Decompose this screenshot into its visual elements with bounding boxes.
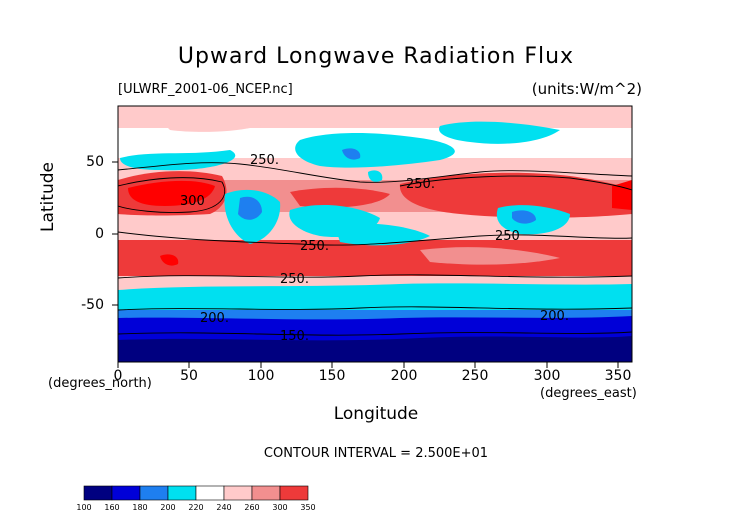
x-axis-title: Longitude xyxy=(333,404,419,424)
contour-label: 250 xyxy=(495,229,520,244)
colorbar-label: 350 xyxy=(300,503,316,512)
colorbar-swatch xyxy=(251,485,281,501)
contour-300-north xyxy=(118,177,226,213)
x-tick-label: 250 xyxy=(461,368,489,384)
colorbar-label: 180 xyxy=(132,503,148,512)
colorbar-label: 200 xyxy=(160,503,176,512)
contour-asia xyxy=(399,175,632,191)
colorbar-label: 220 xyxy=(188,503,204,512)
colorbar-label: 300 xyxy=(272,503,288,512)
colorbar-swatch xyxy=(83,485,113,501)
colorbar-label: 160 xyxy=(104,503,120,512)
y-tick-label: -50 xyxy=(81,297,104,313)
colorbar-label: 100 xyxy=(76,503,92,512)
y-axis-title: Latitude xyxy=(38,162,58,232)
colorbar-swatch xyxy=(223,485,253,501)
contour-label: 300 xyxy=(180,194,205,209)
y-axis-unit: (degrees_north) xyxy=(48,376,152,391)
contour-250-equator xyxy=(118,231,632,246)
contour-label: 250. xyxy=(300,239,329,254)
y-tick-label: 50 xyxy=(86,154,104,170)
colorbar-label: 240 xyxy=(216,503,232,512)
colorbar xyxy=(83,485,309,501)
colorbar-swatch xyxy=(279,485,309,501)
patch-convection-america-core xyxy=(512,210,536,224)
chart-title: Upward Longwave Radiation Flux xyxy=(177,44,575,69)
patch-south-blue-wave xyxy=(118,316,632,324)
colorbar-label: 260 xyxy=(244,503,260,512)
patch-cyan-north-4 xyxy=(368,170,383,182)
patch-south-red-core xyxy=(160,254,179,266)
x-tick-label: 200 xyxy=(390,368,418,384)
x-tick-label: 350 xyxy=(604,368,632,384)
colorbar-swatch xyxy=(167,485,197,501)
contour-250-south xyxy=(118,274,632,279)
patch-cyan-north-2 xyxy=(295,133,455,168)
contour-labels: 250. 300 250. 250. 250 250. 200. 200. 15… xyxy=(180,153,569,344)
contour-200-south xyxy=(118,306,632,311)
patch-cyan-north-1 xyxy=(120,150,236,171)
contour-lines xyxy=(118,162,632,336)
axis-ticks xyxy=(112,161,619,368)
patch-convection-africa-core xyxy=(238,196,262,220)
band-antarctic-plateau xyxy=(118,342,632,362)
patch-south-pink xyxy=(420,247,560,265)
colorbar-swatch xyxy=(139,485,169,501)
patch-convection-pacific xyxy=(335,223,430,246)
source-file-label: [ULWRF_2001-06_NCEP.nc] xyxy=(118,82,293,97)
colorbar-swatch xyxy=(111,485,141,501)
patch-blue-north xyxy=(342,148,361,160)
y-tick-label: 0 xyxy=(95,226,104,242)
x-tick-label: 150 xyxy=(318,368,346,384)
patch-pacific-hot xyxy=(290,187,390,208)
contour-label: 250. xyxy=(280,272,309,287)
patch-south-navy-wave xyxy=(118,336,632,346)
x-tick-label: 0 xyxy=(113,368,123,384)
contour-label: 250. xyxy=(250,153,279,168)
patch-asia-hot xyxy=(399,172,632,218)
patch-pink-north xyxy=(160,115,270,132)
x-tick-label: 100 xyxy=(247,368,275,384)
patch-cyan-north-3 xyxy=(439,121,560,144)
x-tick-label: 300 xyxy=(533,368,561,384)
patch-sahara-core xyxy=(128,180,215,206)
contour-label: 200. xyxy=(540,309,569,324)
units-label: (units:W/m^2) xyxy=(531,80,642,98)
x-axis-unit: (degrees_east) xyxy=(540,386,637,401)
patch-america-core xyxy=(612,180,632,210)
contour-label: 250. xyxy=(406,177,435,192)
contour-label: 150. xyxy=(280,329,309,344)
contour-label: 200. xyxy=(200,311,229,326)
x-tick-label: 50 xyxy=(180,368,198,384)
flux-field xyxy=(118,106,632,362)
contour-150-south xyxy=(118,331,632,336)
colorbar-swatch xyxy=(195,485,225,501)
contour-250-north xyxy=(118,162,632,183)
patch-south-cyan-wave xyxy=(118,283,632,296)
contour-interval-label: CONTOUR INTERVAL = 2.500E+01 xyxy=(263,446,489,461)
